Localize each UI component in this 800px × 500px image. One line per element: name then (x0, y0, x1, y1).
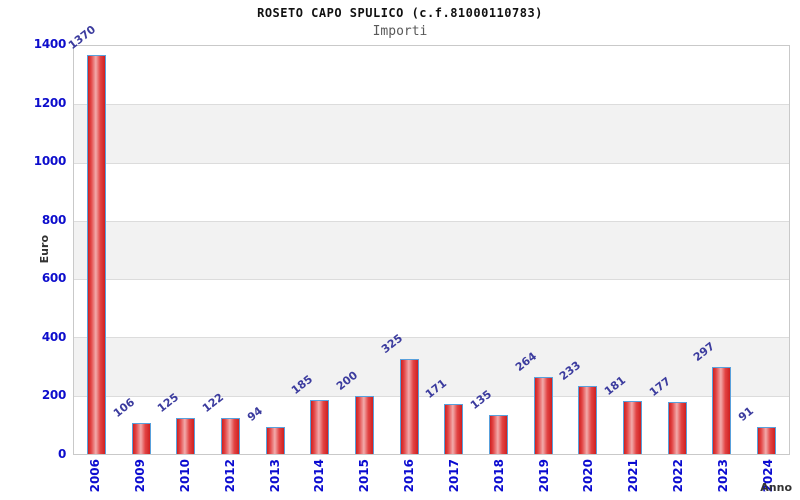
bar-2019: 264 (513, 350, 553, 454)
x-tick-slot: 2019 (521, 459, 566, 499)
plot-band (74, 104, 789, 163)
x-axis-ticks: 2006 2009 2010 2012 2013 2014 2015 2016 2017 2018… (73, 459, 790, 499)
bar-2014: 185 (289, 373, 330, 454)
plot-band (74, 46, 789, 105)
bar-2013: 94 (245, 404, 285, 454)
bar-slot: 135 (468, 46, 521, 454)
bar-2024: 91 (736, 405, 777, 454)
chart-title: ROSETO CAPO SPULICO (c.f.81000110783) (257, 6, 543, 20)
x-tick-slot: 2014 (297, 459, 342, 499)
x-tick-label: 2018 (491, 459, 506, 493)
x-tick-slot: 2010 (163, 459, 208, 499)
y-tick-label: 600 (41, 271, 66, 285)
bar-2021: 181 (602, 374, 643, 454)
bar-2006: 1370 (66, 23, 106, 454)
x-tick-slot: 2006 (73, 459, 118, 499)
x-tick-label: 2014 (312, 459, 327, 493)
x-tick-slot: 2012 (207, 459, 252, 499)
x-tick-slot: 2020 (566, 459, 611, 499)
bar-slot: 200 (334, 46, 387, 454)
x-tick-slot: 2017 (432, 459, 477, 499)
bar-2023: 297 (691, 340, 732, 454)
bar-2022: 177 (647, 375, 687, 454)
bar-2017: 171 (423, 377, 464, 454)
x-tick-label: 2019 (536, 459, 551, 493)
y-tick-label: 400 (41, 330, 66, 344)
plot-band (74, 220, 789, 280)
bar-2020: 233 (557, 359, 598, 454)
y-tick-label: 1400 (33, 37, 67, 51)
bar-slot: 233 (557, 46, 611, 454)
bar-slot: 297 (691, 46, 745, 454)
bar-2009: 106 (111, 396, 151, 454)
plot-band (74, 337, 789, 396)
bar-slot: 106 (111, 46, 164, 454)
x-tick-slot: 2015 (342, 459, 387, 499)
bar-slot: 264 (513, 46, 566, 454)
x-tick-label: 2022 (670, 459, 685, 493)
bars-container: 1370 106 125 122 94 185 200 325 171 135 264 233 181 1… (66, 23, 789, 454)
bar-slot: 185 (289, 46, 342, 454)
bar-2012: 122 (200, 391, 240, 454)
y-tick-label: 200 (41, 388, 66, 402)
bar-slot: 125 (155, 46, 208, 454)
x-tick-label: 2012 (222, 459, 237, 493)
x-tick-label: 2009 (133, 459, 148, 493)
chart-subtitle: Importi (372, 24, 428, 39)
x-tick-label: 2015 (357, 459, 372, 493)
y-tick-label: 1200 (33, 96, 67, 110)
bar-slot: 91 (736, 46, 789, 454)
bar-2010: 125 (155, 390, 196, 454)
bar-2018: 135 (468, 387, 509, 454)
x-tick-label: 2023 (715, 459, 730, 493)
x-tick-label: 2010 (178, 459, 193, 493)
x-tick-label: 2017 (446, 459, 461, 493)
bar-slot: 177 (647, 46, 700, 454)
plot-area: 1370 106 125 122 94 185 200 325 171 135 264 233 181 1… (66, 23, 790, 455)
bar-slot: 94 (245, 46, 298, 454)
bar-slot: 171 (423, 46, 477, 454)
bar-slot: 1370 (66, 23, 119, 454)
plot-band (74, 162, 789, 221)
bar-slot: 325 (379, 46, 432, 454)
x-tick-label: 2021 (626, 459, 641, 493)
x-tick-slot: 2009 (118, 459, 163, 499)
bar-2015: 200 (334, 368, 374, 454)
x-tick-label: 2016 (402, 459, 417, 493)
y-tick-label: 0 (57, 447, 66, 461)
y-tick-label: 1000 (33, 154, 67, 168)
x-tick-slot: 2016 (387, 459, 432, 499)
x-axis-title: Anno (760, 481, 792, 494)
y-axis-title: Euro (38, 235, 51, 264)
bar-slot: 122 (200, 46, 253, 454)
x-tick-label: 2006 (88, 459, 103, 493)
y-tick-label: 800 (41, 213, 66, 227)
plot-band (74, 279, 789, 338)
x-tick-label: 2020 (581, 459, 596, 493)
x-tick-slot: 2022 (656, 459, 701, 499)
x-tick-slot: 2023 (700, 459, 745, 499)
bar-slot: 181 (602, 46, 655, 454)
x-tick-label: 2013 (267, 459, 282, 493)
x-tick-slot: 2013 (252, 459, 297, 499)
bar-2016: 325 (379, 332, 419, 454)
x-tick-slot: 2018 (476, 459, 521, 499)
x-tick-slot: 2021 (611, 459, 656, 499)
